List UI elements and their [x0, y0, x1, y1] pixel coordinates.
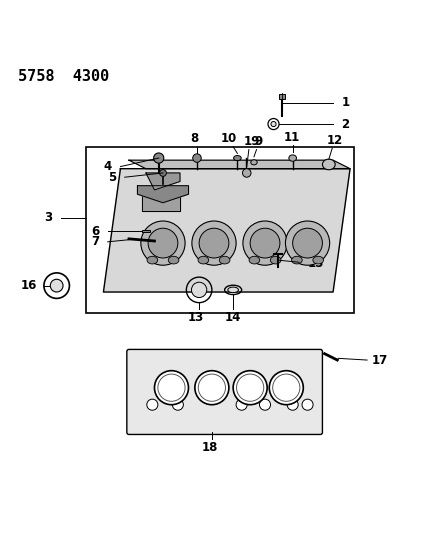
Circle shape	[243, 221, 287, 265]
Ellipse shape	[198, 256, 209, 264]
Circle shape	[199, 228, 229, 258]
Text: 13: 13	[188, 311, 204, 324]
Ellipse shape	[289, 155, 297, 161]
Ellipse shape	[228, 287, 238, 293]
Circle shape	[236, 399, 247, 410]
Text: 17: 17	[372, 353, 388, 367]
Text: 2: 2	[342, 118, 350, 131]
Polygon shape	[137, 185, 188, 203]
Text: 4: 4	[104, 160, 112, 173]
Text: 5: 5	[108, 171, 116, 184]
Text: 16: 16	[21, 279, 38, 292]
Circle shape	[192, 221, 236, 265]
Ellipse shape	[147, 256, 158, 264]
Bar	[142, 230, 150, 232]
Ellipse shape	[234, 156, 241, 160]
Bar	[86, 148, 354, 313]
Ellipse shape	[249, 256, 260, 264]
Text: 12: 12	[327, 134, 343, 148]
Circle shape	[302, 399, 313, 410]
Ellipse shape	[322, 159, 335, 170]
Circle shape	[160, 169, 166, 176]
Ellipse shape	[313, 256, 324, 264]
Ellipse shape	[291, 256, 302, 264]
Circle shape	[195, 370, 229, 405]
Circle shape	[271, 122, 276, 127]
Circle shape	[193, 154, 201, 163]
Circle shape	[172, 399, 183, 410]
Text: 9: 9	[254, 135, 262, 148]
Ellipse shape	[219, 256, 230, 264]
Text: 15: 15	[308, 256, 324, 270]
Circle shape	[191, 282, 207, 297]
Text: 6: 6	[91, 225, 99, 238]
Circle shape	[155, 370, 188, 405]
Circle shape	[141, 221, 185, 265]
Polygon shape	[104, 169, 350, 292]
Bar	[279, 94, 285, 99]
Circle shape	[293, 228, 322, 258]
Circle shape	[147, 399, 158, 410]
Text: 3: 3	[44, 211, 52, 224]
Ellipse shape	[251, 160, 257, 165]
Text: 1: 1	[342, 96, 350, 109]
Circle shape	[285, 221, 330, 265]
Circle shape	[233, 370, 267, 405]
Circle shape	[259, 399, 270, 410]
Text: 18: 18	[202, 441, 218, 454]
Text: 14: 14	[225, 311, 241, 324]
Circle shape	[50, 279, 63, 292]
Text: 10: 10	[221, 132, 237, 146]
Ellipse shape	[168, 256, 179, 264]
Circle shape	[250, 228, 280, 258]
Ellipse shape	[270, 256, 281, 264]
Circle shape	[287, 399, 298, 410]
Circle shape	[148, 228, 178, 258]
Polygon shape	[146, 173, 180, 190]
Text: 5758  4300: 5758 4300	[18, 69, 110, 84]
Text: 19: 19	[244, 135, 261, 148]
Polygon shape	[129, 160, 350, 169]
Polygon shape	[142, 194, 180, 211]
Circle shape	[154, 153, 164, 163]
Text: 11: 11	[283, 131, 300, 144]
Text: 8: 8	[191, 132, 199, 146]
Circle shape	[269, 370, 303, 405]
Circle shape	[243, 169, 251, 177]
Text: 7: 7	[91, 236, 99, 248]
FancyBboxPatch shape	[127, 350, 322, 434]
